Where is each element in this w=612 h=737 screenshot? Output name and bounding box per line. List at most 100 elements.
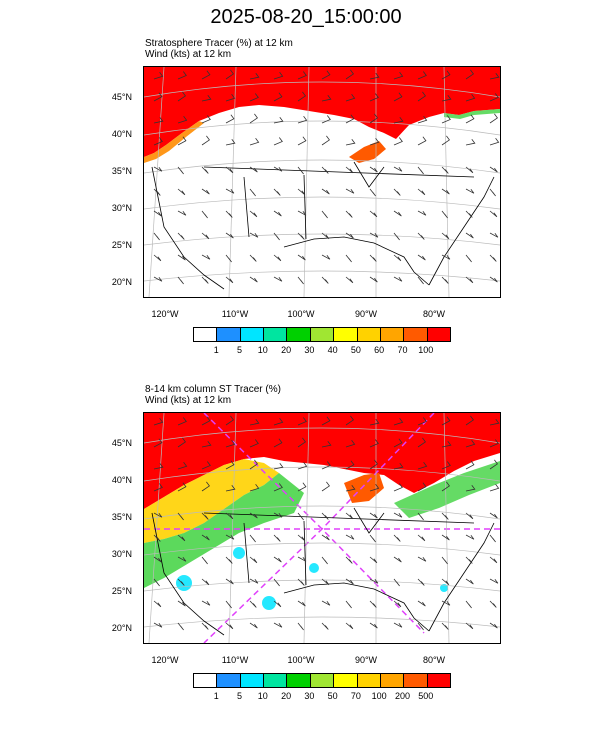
wind-barb bbox=[321, 556, 328, 565]
wind-barb bbox=[177, 232, 185, 240]
wind-barb bbox=[465, 622, 474, 630]
wind-barb bbox=[201, 135, 210, 146]
wind-barb bbox=[441, 115, 451, 124]
wind-barb bbox=[489, 232, 499, 238]
wind-barb bbox=[225, 254, 232, 263]
colorbar-tick-label: 30 bbox=[304, 345, 315, 355]
colorbar-swatch bbox=[287, 328, 311, 341]
wind-barb bbox=[273, 578, 280, 587]
wind-barb bbox=[201, 166, 209, 174]
colorbar-tick-label: 50 bbox=[350, 345, 361, 355]
wind-barb bbox=[345, 578, 354, 585]
wind-barb bbox=[249, 439, 259, 448]
panel1-field-label: Stratosphere Tracer (%) at 12 km bbox=[145, 38, 293, 49]
wind-barb bbox=[345, 188, 355, 194]
colorbar-tick-label: 20 bbox=[281, 345, 292, 355]
wind-barb bbox=[249, 484, 260, 492]
panel2-colorbar bbox=[193, 673, 451, 688]
wind-barb bbox=[441, 166, 449, 174]
wind-barb bbox=[417, 462, 428, 470]
wind-barb bbox=[297, 437, 306, 448]
wind-barb bbox=[153, 166, 163, 172]
panel2-lon-label: 110°W bbox=[221, 655, 249, 665]
wind-barb bbox=[297, 232, 305, 240]
wind-barb bbox=[441, 416, 451, 426]
wind-barb bbox=[321, 70, 331, 80]
colorbar-swatch bbox=[264, 674, 288, 687]
wind-barb bbox=[177, 91, 186, 102]
wind-barb bbox=[369, 512, 378, 519]
wind-barb bbox=[489, 484, 500, 492]
panel1-lat-label: 40°N bbox=[111, 129, 132, 139]
wind-barb bbox=[417, 600, 426, 607]
wind-barb bbox=[201, 461, 211, 470]
wind-barb bbox=[417, 71, 427, 80]
panel1-tracer-lake-blob bbox=[349, 141, 386, 163]
colorbar-tick-label: 70 bbox=[350, 691, 361, 701]
wind-barb bbox=[489, 113, 498, 124]
colorbar-tick-label: 100 bbox=[418, 345, 434, 355]
wind-barb bbox=[417, 166, 424, 175]
panel1-lat-label: 35°N bbox=[111, 166, 132, 176]
wind-barb bbox=[345, 415, 354, 426]
wind-barb bbox=[225, 534, 235, 540]
wind-barb bbox=[321, 276, 329, 284]
wind-barb bbox=[393, 92, 403, 102]
wind-barb bbox=[321, 416, 331, 426]
wind-barb bbox=[369, 93, 379, 102]
panel1-lon-label: 100°W bbox=[287, 309, 315, 319]
wind-barb bbox=[153, 276, 163, 282]
wind-barb bbox=[441, 254, 451, 260]
wind-barb bbox=[153, 72, 164, 80]
wind-barb bbox=[393, 166, 403, 172]
wind-barb bbox=[273, 92, 283, 102]
wind-barb bbox=[465, 188, 475, 194]
wind-barb bbox=[153, 556, 162, 563]
wind-barb bbox=[249, 232, 259, 238]
panel1-tracer-green-edge bbox=[444, 109, 500, 119]
wind-barb bbox=[201, 600, 211, 606]
wind-barb bbox=[393, 210, 402, 217]
wind-barb bbox=[201, 416, 211, 426]
wind-barb bbox=[393, 438, 403, 448]
wind-barb bbox=[153, 578, 160, 587]
wind-barb bbox=[225, 512, 234, 520]
wind-barb bbox=[177, 116, 188, 124]
wind-barb bbox=[489, 254, 497, 262]
colorbar-tick-label: 30 bbox=[304, 691, 315, 701]
wind-barb bbox=[489, 600, 497, 608]
wind-barb bbox=[345, 94, 356, 102]
wind-barb bbox=[177, 166, 184, 175]
wind-barb bbox=[177, 462, 188, 470]
panel1-lat-label: 25°N bbox=[111, 240, 132, 250]
wind-barb bbox=[249, 622, 258, 629]
wind-barb bbox=[441, 512, 449, 520]
wind-barb bbox=[225, 600, 232, 609]
wind-barb bbox=[393, 188, 401, 196]
wind-barb bbox=[345, 622, 354, 630]
wind-barb bbox=[393, 137, 403, 146]
wind-barb bbox=[201, 210, 208, 219]
wind-barb bbox=[273, 600, 282, 608]
colorbar-swatch bbox=[357, 674, 381, 687]
wind-barb bbox=[417, 116, 428, 124]
wind-barb bbox=[273, 462, 284, 470]
colorbar-swatch bbox=[380, 674, 405, 687]
wind-barb bbox=[297, 276, 304, 285]
wind-barb bbox=[321, 461, 331, 470]
colorbar-swatch bbox=[240, 328, 265, 341]
wind-barb bbox=[177, 482, 187, 492]
wind-barb bbox=[417, 437, 426, 448]
wind-barb bbox=[489, 578, 499, 584]
wind-barb bbox=[393, 254, 402, 262]
wind-barb bbox=[465, 578, 474, 585]
wind-barb bbox=[417, 276, 424, 285]
wind-barb bbox=[177, 556, 187, 562]
wind-barb bbox=[153, 210, 162, 217]
wind-barb bbox=[417, 254, 426, 261]
wind-barb bbox=[369, 188, 376, 197]
wind-barb bbox=[273, 188, 281, 196]
wind-barb bbox=[297, 482, 307, 492]
wind-barb bbox=[489, 188, 496, 197]
wind-barb bbox=[297, 136, 307, 146]
